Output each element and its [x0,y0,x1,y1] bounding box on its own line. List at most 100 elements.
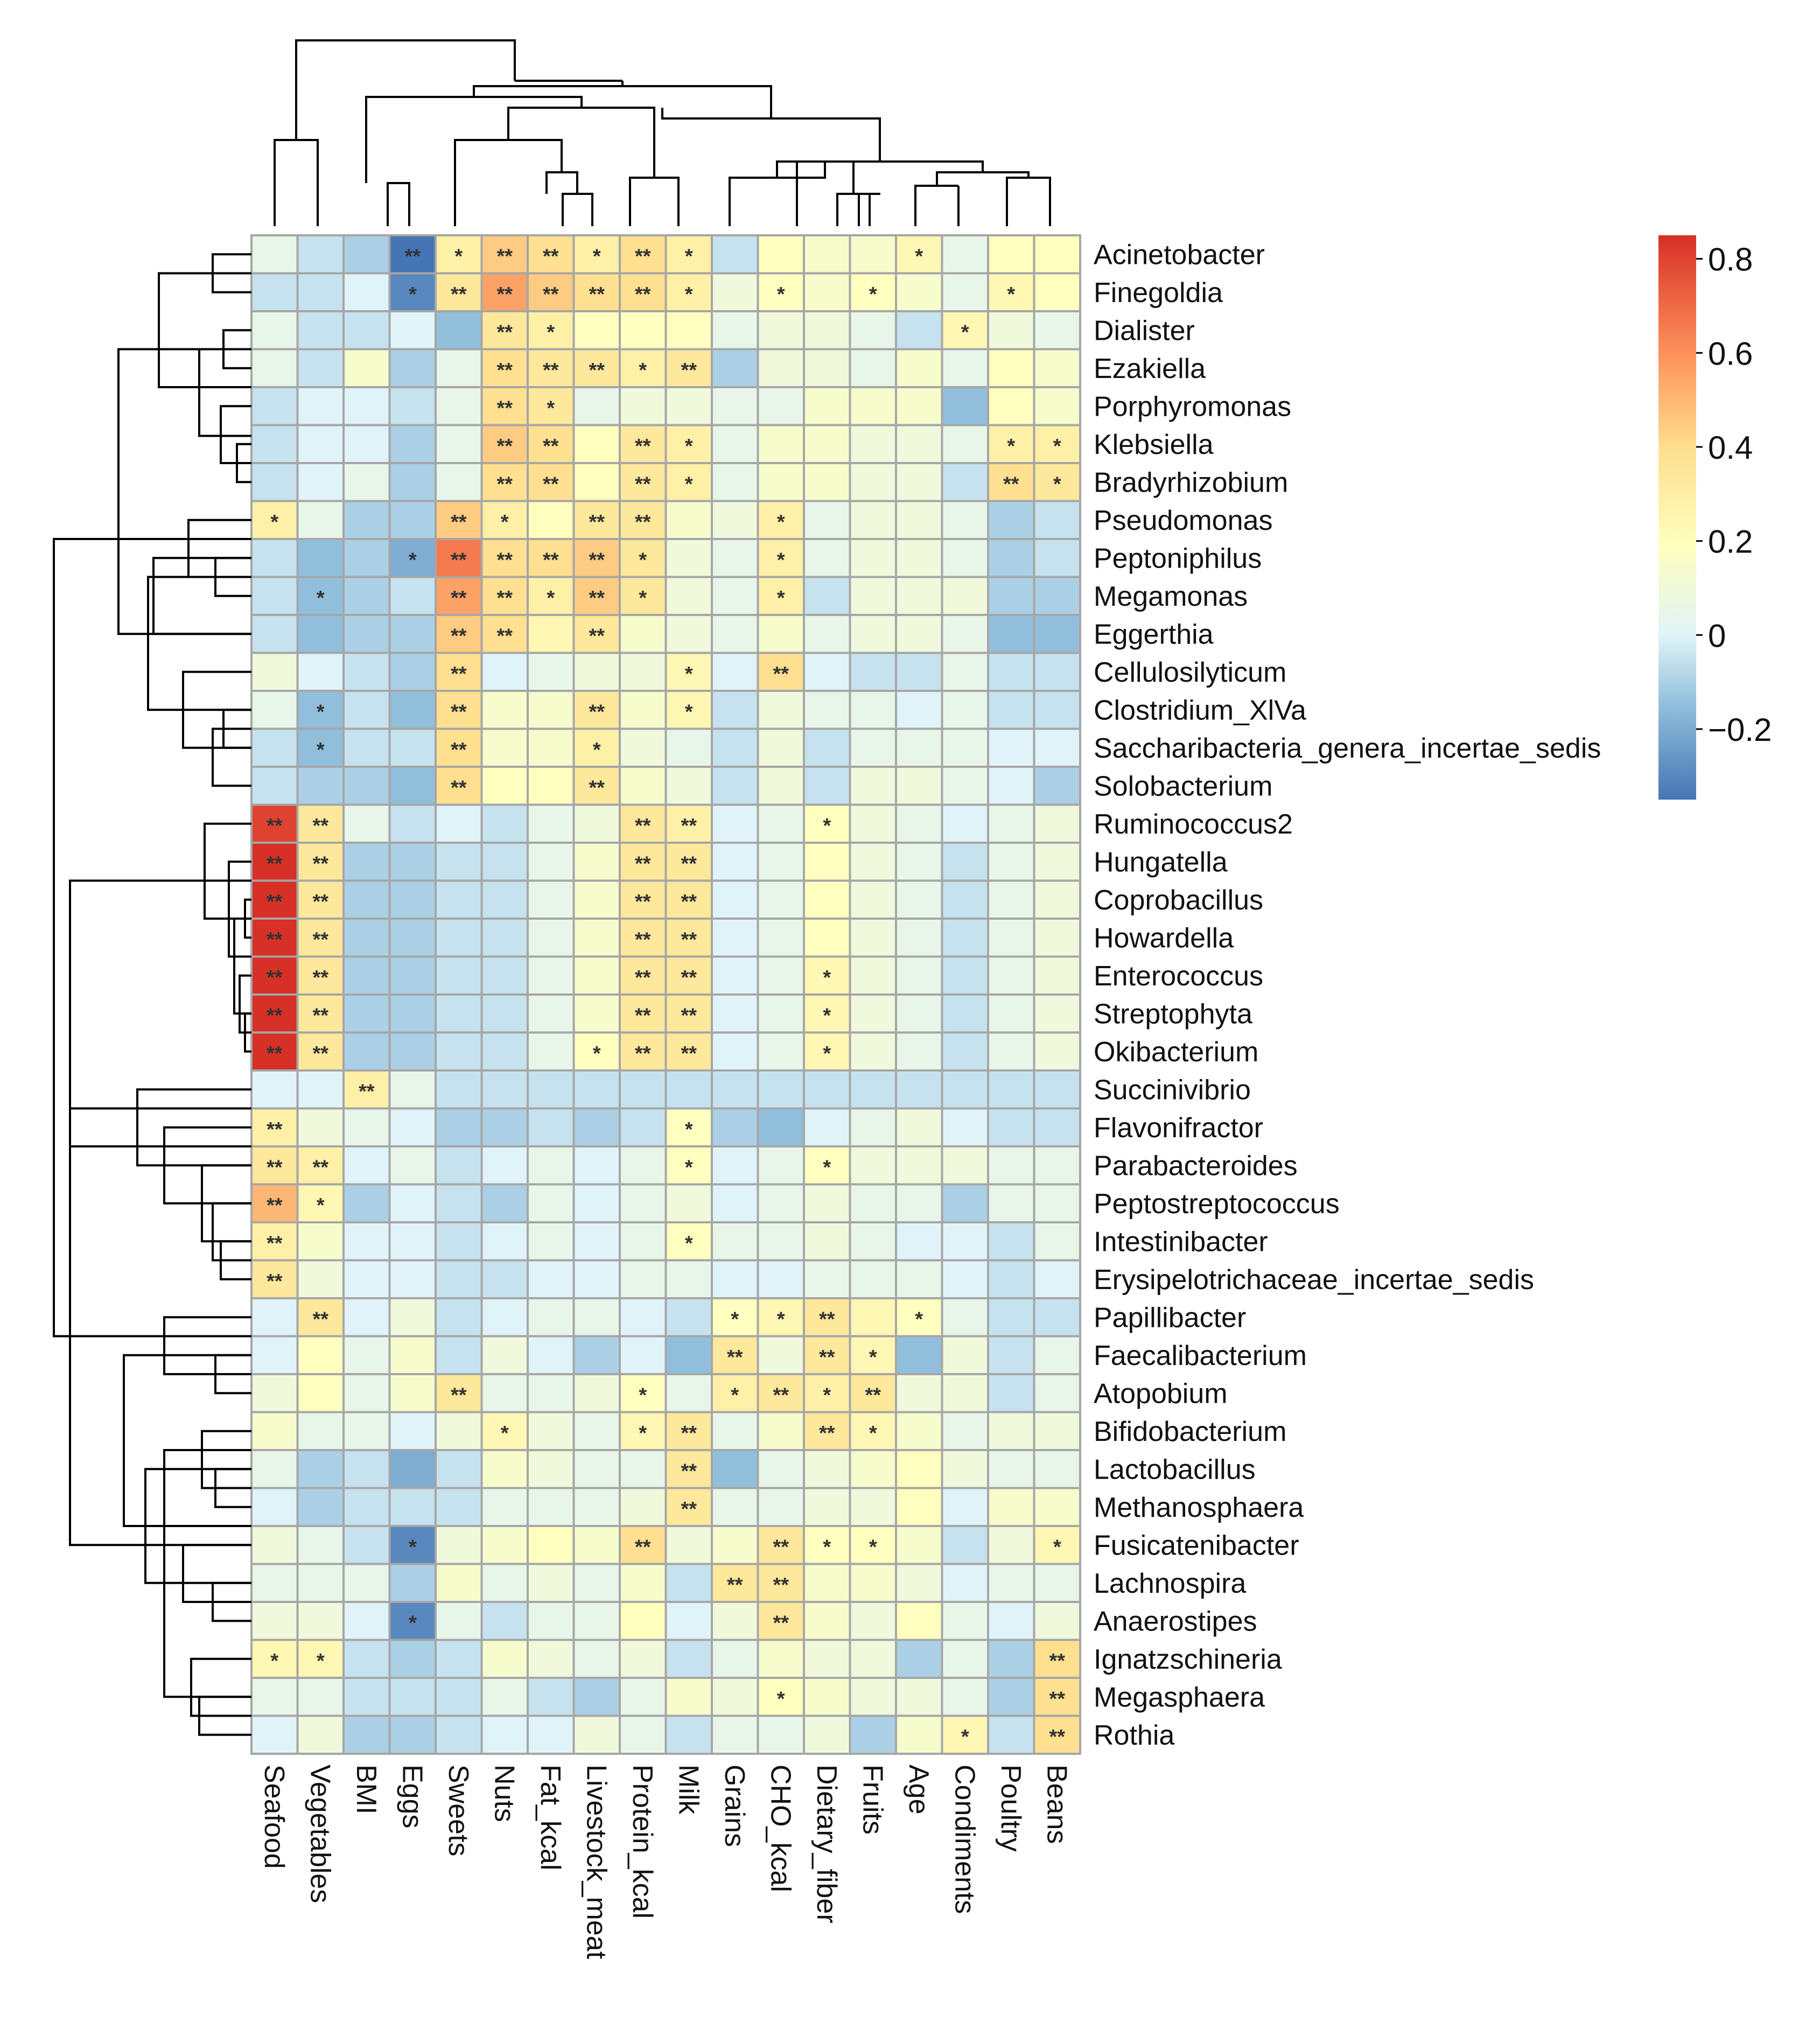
significance-mark: * [777,511,785,534]
heatmap-cell [296,348,345,388]
row-dendrogram-branch [117,348,251,635]
heatmap-cell [342,310,391,351]
significance-mark: ** [681,1460,697,1482]
heatmap-cell [342,1601,391,1641]
significance-mark: ** [681,891,697,913]
heatmap-cell [849,1221,897,1262]
significance-mark: ** [681,1422,697,1445]
heatmap-cell [941,1639,989,1679]
heatmap-cell [435,1487,483,1527]
significance-mark: ** [496,587,513,610]
significance-mark: ** [865,1384,881,1406]
heatmap-cell [1033,803,1081,844]
row-label: Ezakiella [1094,353,1206,384]
row-label: Peptoniphilus [1094,543,1262,574]
heatmap-cell [250,652,299,692]
heatmap-cell [664,1335,713,1375]
significance-mark: ** [451,701,467,723]
heatmap-cell [987,386,1035,426]
heatmap-cell [849,538,897,578]
row-dendrogram-branch [212,1202,251,1262]
heatmap-cell [987,727,1035,768]
significance-mark: * [593,245,601,268]
significance-mark: ** [589,776,605,799]
heatmap-cell [342,1449,391,1489]
heatmap-cell [711,1601,759,1641]
heatmap-cell [572,1069,621,1110]
heatmap-cell [1033,1297,1081,1338]
heatmap-cell [987,1563,1035,1603]
heatmap-cell [619,1677,667,1717]
heatmap-cell [803,538,851,578]
heatmap-cell [527,1335,575,1375]
row-label: Megasphaera [1094,1682,1265,1713]
heatmap-cell [711,538,759,578]
significance-mark: * [593,1042,601,1065]
heatmap-cell [757,690,805,730]
heatmap-cell [803,1449,851,1489]
heatmap-cell [342,1373,391,1413]
heatmap-cell [803,1145,851,1186]
heatmap-cell [342,1297,391,1338]
heatmap-cell [342,652,391,692]
significance-mark: ** [635,1004,651,1027]
significance-mark: ** [589,587,605,610]
heatmap-cell [480,690,529,730]
heatmap-cell [250,1031,299,1072]
heatmap-cell [803,1639,851,1679]
significance-mark: * [915,245,923,268]
heatmap-cell [342,803,391,844]
heatmap-cell [987,1145,1035,1186]
significance-mark: ** [312,891,328,913]
significance-mark: ** [589,511,605,534]
heatmap-cell [342,1183,391,1223]
significance-mark: * [823,1042,831,1065]
heatmap-cell [711,993,759,1034]
heatmap-cell [435,348,483,388]
heatmap-cell [1033,1145,1081,1186]
heatmap-cell [388,1639,437,1679]
significance-mark: ** [819,1346,835,1369]
heatmap-cell [388,1069,437,1110]
heatmap-cell [527,690,575,730]
heatmap-cell [480,879,529,920]
heatmap-cell [849,462,897,502]
significance-mark: ** [681,1004,697,1027]
heatmap-cell [711,234,759,275]
row-label: Erysipelotrichaceae_incertae_sedis [1094,1264,1534,1296]
row-label: Megamonas [1094,581,1248,612]
heatmap-cell [342,690,391,730]
colorbar-tick-label: 0.6 [1708,335,1753,372]
heatmap-cell [480,652,529,692]
heatmap-cell [757,424,805,464]
colorbar [1658,235,1696,800]
heatmap-cell [711,1221,759,1262]
column-label: Milk [673,1765,704,1815]
significance-mark: ** [819,1422,835,1445]
heatmap-cell [1033,234,1081,275]
heatmap-cell [572,1297,621,1338]
heatmap-cell [987,1069,1035,1110]
heatmap-cell [941,1677,989,1717]
heatmap-cell [619,1259,667,1299]
significance-mark: * [409,1612,417,1634]
heatmap-cell [941,424,989,464]
heatmap-cell [664,614,713,654]
heatmap-cell [941,842,989,882]
colorbar-tick-label: 0.8 [1708,242,1753,278]
heatmap-cell [388,1563,437,1603]
significance-mark: ** [635,1042,651,1065]
heatmap-cell [987,652,1035,692]
heatmap-cell [1033,1601,1081,1641]
row-dendrogram-branch [187,519,251,578]
row-dendrogram-branch [198,348,251,437]
heatmap-cell [619,766,667,806]
significance-mark: * [639,587,647,610]
heatmap-cell [895,727,943,768]
significance-mark: * [1053,435,1061,458]
heatmap-cell [388,1487,437,1527]
significance-mark: ** [267,928,283,951]
heatmap-cell [1033,538,1081,578]
heatmap-cell [711,272,759,312]
heatmap-cell [1033,918,1081,958]
